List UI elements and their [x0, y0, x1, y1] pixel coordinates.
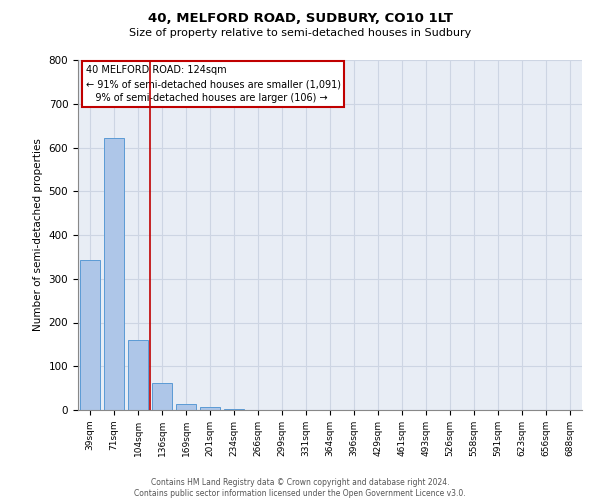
Bar	[128, 340, 148, 410]
Y-axis label: Number of semi-detached properties: Number of semi-detached properties	[33, 138, 43, 332]
Bar	[224, 409, 244, 410]
Bar	[176, 404, 196, 410]
Bar	[80, 260, 100, 410]
Bar	[152, 383, 172, 410]
Text: 40, MELFORD ROAD, SUDBURY, CO10 1LT: 40, MELFORD ROAD, SUDBURY, CO10 1LT	[148, 12, 452, 26]
Text: Contains HM Land Registry data © Crown copyright and database right 2024.
Contai: Contains HM Land Registry data © Crown c…	[134, 478, 466, 498]
Bar	[200, 406, 220, 410]
Text: 40 MELFORD ROAD: 124sqm
← 91% of semi-detached houses are smaller (1,091)
   9% : 40 MELFORD ROAD: 124sqm ← 91% of semi-de…	[86, 66, 341, 104]
Bar	[104, 138, 124, 410]
Text: Size of property relative to semi-detached houses in Sudbury: Size of property relative to semi-detach…	[129, 28, 471, 38]
